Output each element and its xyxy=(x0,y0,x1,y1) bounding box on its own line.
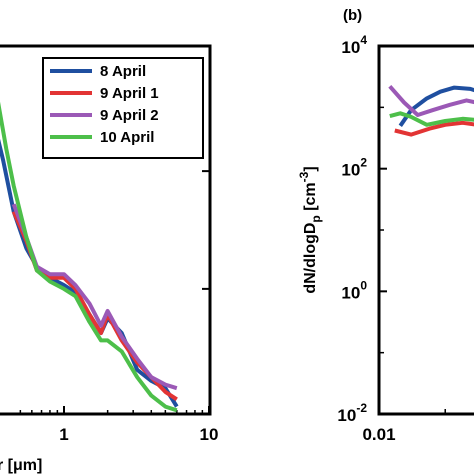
panel-b-series xyxy=(388,84,474,137)
x-axis-label-unit: μm] xyxy=(13,457,42,474)
series-line-9-april-2 xyxy=(11,203,178,391)
x-tick-label-0.01: 0.01 xyxy=(362,425,395,444)
panel-a-ticks xyxy=(19,170,210,414)
y-axis-label-superscript: -3 xyxy=(297,171,311,182)
y-tick-label-1e4: 104 xyxy=(341,33,367,57)
series-line-b-9-april-1 xyxy=(394,120,474,137)
series-line-b-10-april xyxy=(389,111,474,127)
y-tick-label-1e-2: 10-2 xyxy=(337,401,367,425)
series-line-10-april xyxy=(0,101,178,413)
y-tick-label-base: 10 xyxy=(341,38,360,57)
y-tick-label-base: 10 xyxy=(341,283,360,302)
series-line-b-9-april-2 xyxy=(388,84,474,117)
y-tick-label-exponent: 4 xyxy=(360,33,367,47)
panel-a-series xyxy=(0,101,179,413)
y-tick-label-1e0: 100 xyxy=(341,278,367,302)
x-axis-label: r [μm] xyxy=(0,457,42,474)
legend-label-9-april-2: 9 April 2 xyxy=(100,107,159,124)
y-axis-label-main: dN/dlogD xyxy=(302,223,319,294)
panel-a: 1 10 r [μm] 8 April 9 April 1 9 April 2 10 … xyxy=(0,44,219,474)
y-tick-label-1e2: 102 xyxy=(341,156,367,180)
panel-b-label: (b) xyxy=(343,7,362,24)
legend-label-8-april: 8 April xyxy=(100,63,146,80)
y-axis-label-unit: [cm xyxy=(302,182,319,215)
legend-entries: 8 April 9 April 1 9 April 2 10 April xyxy=(50,63,159,146)
y-tick-label-exponent: 2 xyxy=(360,156,367,170)
y-tick-label-exponent: -2 xyxy=(356,401,367,415)
x-axis-label-fragment: r [ xyxy=(0,457,14,474)
series-line-b-8-april xyxy=(398,85,474,127)
y-axis-label-subscript: p xyxy=(309,215,323,222)
series-line-9-april-1 xyxy=(11,210,178,401)
y-axis-label: dN/dlogDp [cm-3] xyxy=(297,166,323,293)
y-tick-label-base: 10 xyxy=(341,161,360,180)
y-tick-label-exponent: 0 xyxy=(360,278,367,292)
y-tick-label-base: 10 xyxy=(337,406,356,425)
legend: 8 April 9 April 1 9 April 2 10 April xyxy=(42,57,204,159)
legend-box xyxy=(42,57,204,159)
panel-a-frame xyxy=(0,44,212,416)
legend-label-9-april-1: 9 April 1 xyxy=(100,85,159,102)
x-tick-label-1: 1 xyxy=(59,425,68,444)
x-tick-label-10: 10 xyxy=(200,425,219,444)
y-axis-label-close: ] xyxy=(302,166,319,171)
panel-b-ticks xyxy=(379,45,446,415)
legend-label-10-april: 10 April xyxy=(100,129,154,146)
